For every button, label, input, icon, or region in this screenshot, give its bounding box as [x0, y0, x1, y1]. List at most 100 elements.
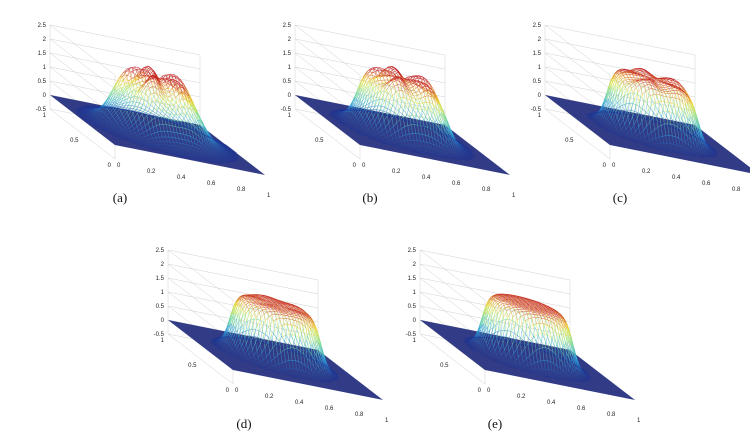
- z-tick-label: 0: [413, 318, 417, 324]
- z-tick-label: -0.5: [406, 332, 417, 338]
- y-tick-label: 0.5: [565, 138, 574, 144]
- z-tick-label: 2.5: [283, 23, 292, 29]
- z-tick-label: 2.5: [156, 248, 165, 254]
- y-tick-label: 0: [353, 163, 357, 169]
- z-tick-label: -0.5: [531, 107, 542, 113]
- z-tick-label: 1: [161, 290, 165, 296]
- z-tick-label: -0.5: [154, 332, 165, 338]
- panel-caption: (d): [236, 416, 252, 431]
- x-tick-label: 0.8: [355, 412, 364, 418]
- z-tick-label: 1: [413, 290, 417, 296]
- z-tick-label: 0: [538, 93, 542, 99]
- x-tick-label: 0.4: [295, 400, 304, 406]
- z-tick-label: 2: [413, 262, 417, 268]
- x-tick-label: 0.6: [325, 406, 334, 412]
- x-tick-label: 1: [637, 418, 641, 424]
- x-tick-label: 0.8: [237, 187, 246, 193]
- x-tick-label: 0.4: [672, 175, 681, 181]
- y-tick-label: 0.5: [315, 138, 324, 144]
- y-tick-label: 0: [108, 163, 112, 169]
- z-tick-label: 0.5: [283, 79, 292, 85]
- z-tick-label: 2.5: [38, 23, 47, 29]
- y-tick-label: 0.5: [70, 138, 79, 144]
- x-tick-label: 0.2: [517, 394, 526, 400]
- y-tick-label: 0: [478, 388, 482, 394]
- y-tick-label: 0.5: [440, 363, 449, 369]
- surface-mesh: [328, 66, 476, 161]
- surface-plot-d: 2.5 2 1.5 1 0.5 0 -0.5 0 0.2 0.4 0.6 0.8 1 1 0.5 0: [138, 245, 389, 424]
- z-tick-label: 0: [43, 93, 47, 99]
- y-tick-label: 1: [413, 338, 417, 344]
- z-tick-label: 2: [43, 37, 47, 43]
- surface-plot-e: 2.5 2 1.5 1 0.5 0 -0.5 0 0.2 0.4 0.6 0.8 1 1 0.5 0: [390, 245, 641, 424]
- panel-caption: (c): [612, 190, 628, 205]
- z-tick-label: -0.5: [281, 107, 292, 113]
- x-tick-label: 0.6: [207, 181, 216, 187]
- x-tick-label: 0: [487, 388, 491, 394]
- x-tick-label: 1: [512, 193, 516, 199]
- x-tick-label: 0.8: [732, 187, 741, 193]
- z-tick-label: 1: [43, 65, 47, 71]
- y-tick-label: 0: [603, 163, 607, 169]
- surface-plot-a: 2.5 2 1.5 1 0.5 0 -0.5 0 0.2 0.4 0.6 0.8 1 1 0.5 0: [20, 20, 271, 199]
- z-tick-label: 0.5: [156, 304, 165, 310]
- y-tick-label: 0: [226, 388, 230, 394]
- x-tick-label: 0.4: [547, 400, 556, 406]
- z-tick-label: 1.5: [283, 51, 292, 57]
- y-tick-label: 1: [43, 113, 47, 119]
- x-tick-label: 0.6: [577, 406, 586, 412]
- x-tick-label: 0: [117, 163, 121, 169]
- x-tick-label: 0.2: [642, 169, 651, 175]
- surface-plot-svg: 2.5 2 1.5 1 0.5 0 -0.5 0 0.2 0.4 0.6 0.8 1 1 0.5 0: [154, 248, 389, 424]
- x-tick-label: 0.2: [147, 169, 156, 175]
- z-tick-label: 1.5: [38, 51, 47, 57]
- surface-mesh: [585, 67, 718, 159]
- x-tick-label: 1: [267, 193, 271, 199]
- panel-caption: (a): [112, 190, 128, 205]
- z-tick-label: 0.5: [408, 304, 417, 310]
- x-tick-label: 0.4: [177, 175, 186, 181]
- x-tick-label: 0: [612, 163, 616, 169]
- y-tick-label: 1: [538, 113, 542, 119]
- panel-caption: (b): [362, 190, 378, 205]
- z-tick-label: 2: [161, 262, 165, 268]
- x-tick-label: 0.6: [452, 181, 461, 187]
- x-tick-label: 1: [385, 418, 389, 424]
- y-tick-label: 1: [161, 338, 165, 344]
- z-tick-label: 0.5: [533, 79, 542, 85]
- z-tick-label: 2: [538, 37, 542, 43]
- x-tick-label: 0: [362, 163, 366, 169]
- x-tick-label: 0.6: [702, 181, 711, 187]
- z-tick-label: 1.5: [156, 276, 165, 282]
- z-tick-label: 0: [161, 318, 165, 324]
- base-plane: [168, 320, 383, 400]
- z-tick-label: 1.5: [408, 276, 417, 282]
- x-tick-label: 0.4: [422, 175, 431, 181]
- x-tick-label: 0.8: [607, 412, 616, 418]
- x-tick-label: 0.8: [482, 187, 491, 193]
- z-tick-label: 2.5: [533, 23, 542, 29]
- z-tick-label: 0: [288, 93, 292, 99]
- z-tick-label: -0.5: [36, 107, 47, 113]
- x-tick-label: 0.2: [392, 169, 401, 175]
- z-tick-label: 2: [288, 37, 292, 43]
- surface-mesh: [463, 293, 592, 383]
- z-tick-label: 1.5: [533, 51, 542, 57]
- y-tick-label: 0.5: [188, 363, 197, 369]
- panel-caption: (e): [487, 416, 503, 431]
- z-tick-label: 2.5: [408, 248, 417, 254]
- surface-mesh: [210, 294, 340, 384]
- x-tick-label: 0: [235, 388, 239, 394]
- z-tick-label: 1: [538, 65, 542, 71]
- base-plane: [50, 95, 265, 175]
- base-plane: [545, 95, 750, 173]
- z-tick-label: 1: [288, 65, 292, 71]
- surface-plot-b: 2.5 2 1.5 1 0.5 0 -0.5 0 0.2 0.4 0.6 0.8 1 1 0.5 0: [265, 20, 516, 199]
- surface-mesh: [74, 65, 240, 164]
- x-tick-label: 0.2: [265, 394, 274, 400]
- base-plane: [420, 320, 635, 400]
